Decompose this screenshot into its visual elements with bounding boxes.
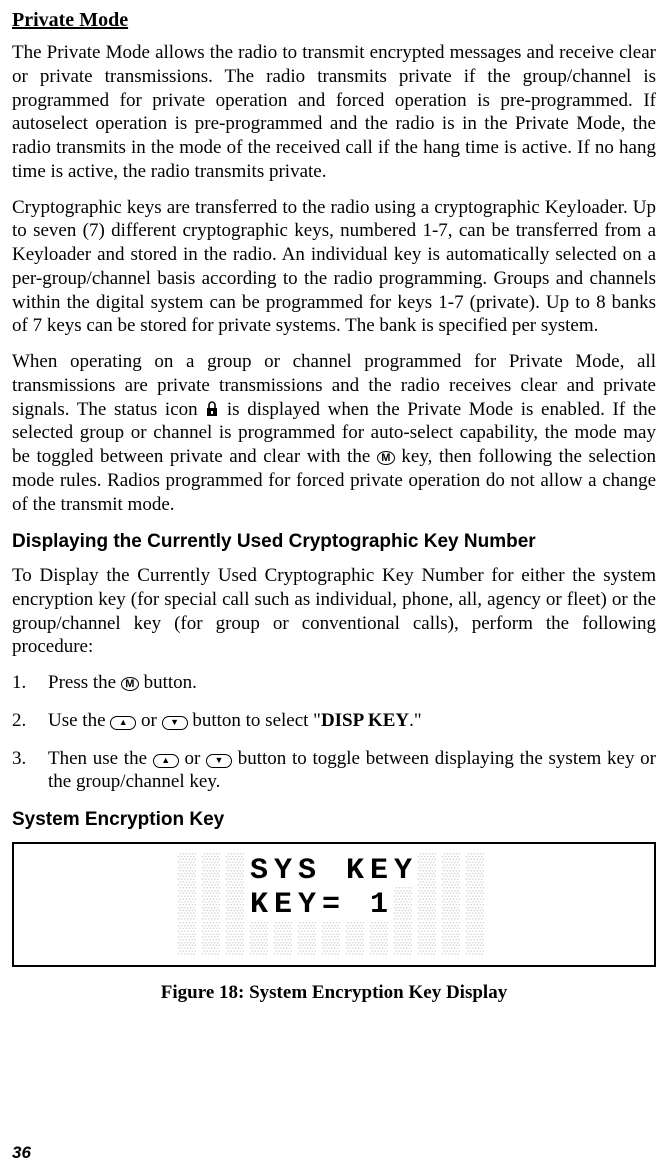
figure-caption: Figure 18: System Encryption Key Display: [12, 981, 656, 1005]
lcd-line1-text: SYS KEY: [250, 854, 418, 888]
lcd-row-2: ▒▒▒KEY= 1▒▒▒▒: [178, 888, 490, 923]
step-1: 1. Press the M button.: [12, 671, 656, 695]
lcd-display-box: ▒▒▒SYS KEY▒▒▒ ▒▒▒KEY= 1▒▒▒▒ ▒▒▒▒▒▒▒▒▒▒▒▒…: [12, 842, 656, 968]
paragraph-1: The Private Mode allows the radio to tra…: [12, 41, 656, 184]
step-3: 3. Then use the or button to toggle betw…: [12, 747, 656, 795]
step2-or: or: [136, 710, 161, 731]
paragraph-4: To Display the Currently Used Cryptograp…: [12, 564, 656, 659]
lcd-screen: ▒▒▒SYS KEY▒▒▒ ▒▒▒KEY= 1▒▒▒▒ ▒▒▒▒▒▒▒▒▒▒▒▒…: [178, 854, 490, 958]
step2-bold: DISP KEY: [321, 710, 409, 731]
up-arrow-key-icon: [110, 716, 136, 730]
lcd-row-3: ▒▒▒▒▒▒▒▒▒▒▒▒▒: [178, 923, 490, 958]
section-heading: Private Mode: [12, 8, 656, 33]
down-arrow-key-icon: [206, 754, 232, 768]
down-arrow-key-icon: [162, 716, 188, 730]
step-body: Press the M button.: [48, 671, 656, 695]
subheading-2: System Encryption Key: [12, 808, 656, 832]
step-body: Use the or button to select "DISP KEY.": [48, 709, 656, 733]
step-number: 2.: [12, 709, 48, 733]
step2-text-b: button to select ": [188, 710, 321, 731]
step-body: Then use the or button to toggle between…: [48, 747, 656, 795]
step2-text-c: .": [409, 710, 422, 731]
m-key-icon: M: [377, 451, 395, 465]
lcd-line2-text: KEY= 1: [250, 888, 394, 922]
subheading-1: Displaying the Currently Used Cryptograp…: [12, 530, 656, 554]
step2-text-a: Use the: [48, 710, 110, 731]
step-number: 3.: [12, 747, 48, 795]
step3-text-a: Then use the: [48, 748, 153, 769]
up-arrow-key-icon: [153, 754, 179, 768]
step1-text-a: Press the: [48, 672, 121, 693]
page-number: 36: [12, 1142, 31, 1163]
step-2: 2. Use the or button to select "DISP KEY…: [12, 709, 656, 733]
step3-or: or: [179, 748, 206, 769]
m-key-icon: M: [121, 677, 139, 691]
lcd-row-1: ▒▒▒SYS KEY▒▒▒: [178, 854, 490, 889]
paragraph-3: When operating on a group or channel pro…: [12, 350, 656, 516]
paragraph-2: Cryptographic keys are transferred to th…: [12, 196, 656, 339]
step-number: 1.: [12, 671, 48, 695]
lock-icon: [205, 400, 219, 416]
step1-text-b: button.: [139, 672, 197, 693]
